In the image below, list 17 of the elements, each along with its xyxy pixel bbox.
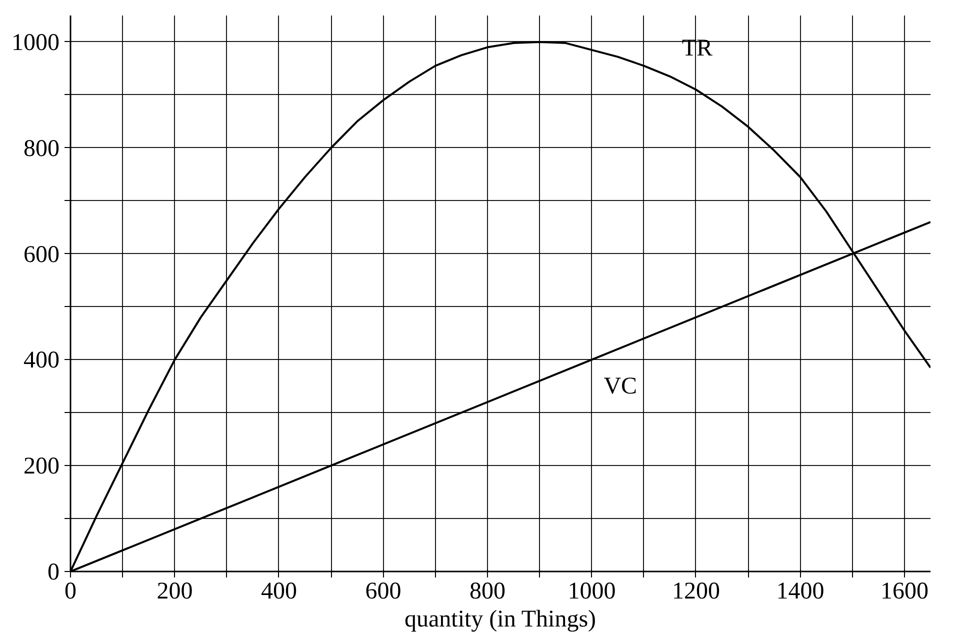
y-tick-label: 1000 xyxy=(12,30,60,56)
x-tick-label: 400 xyxy=(260,578,297,604)
y-tick-label: 0 xyxy=(48,560,60,586)
y-tick-label: 400 xyxy=(24,348,60,374)
x-tick-label: 200 xyxy=(156,578,193,604)
x-axis-title: quantity (in Things) xyxy=(404,606,596,632)
x-tick-label: 1200 xyxy=(672,578,720,604)
y-tick-label: 800 xyxy=(24,136,60,162)
x-tick-label: 1000 xyxy=(568,578,616,604)
series-label: VC xyxy=(604,374,638,400)
x-tick-label: 0 xyxy=(64,578,76,604)
x-tick-label: 600 xyxy=(365,578,402,604)
x-tick-label: 1600 xyxy=(880,578,928,604)
y-tick-label: 200 xyxy=(24,454,60,480)
x-tick-label: 1400 xyxy=(776,578,824,604)
y-tick-label: 600 xyxy=(24,242,60,268)
x-tick-label: 800 xyxy=(469,578,506,604)
